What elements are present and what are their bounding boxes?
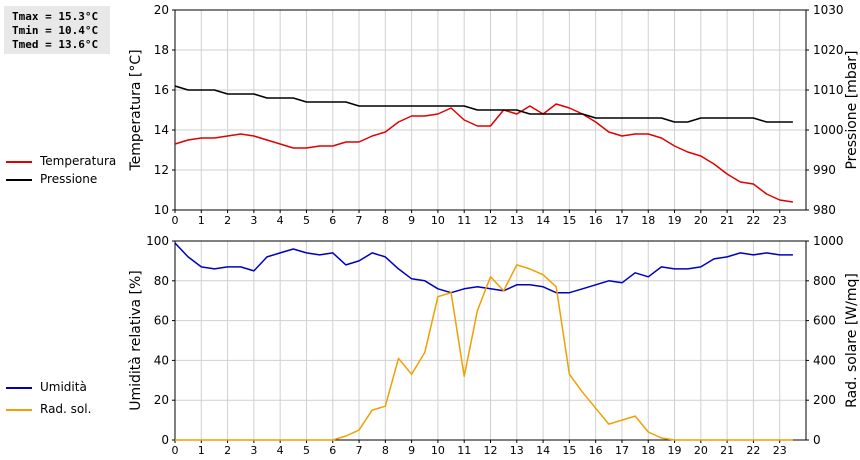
series-line-pressione xyxy=(174,85,793,123)
x-tick-label: 9 xyxy=(408,214,415,227)
x-tick-label: 21 xyxy=(720,444,734,457)
x-tick-label: 5 xyxy=(303,444,310,457)
x-tick-label: 19 xyxy=(668,444,682,457)
x-tick-label: 16 xyxy=(589,444,603,457)
y-tick-label: 40 xyxy=(154,353,169,367)
y2-axis-label: Rad. solare [W/mq] xyxy=(844,273,860,408)
y2-tick-label: 980 xyxy=(813,203,836,217)
x-tick-label: 18 xyxy=(641,444,655,457)
y2-tick-label: 1030 xyxy=(813,3,844,17)
y2-tick-label: 1010 xyxy=(813,83,844,97)
legend-label: Rad. sol. xyxy=(40,402,92,416)
x-tick-label: 13 xyxy=(510,444,524,457)
x-tick-label: 20 xyxy=(694,214,708,227)
chart-1: 0 1 2 3 4 5 6 7 8 9 10 11 12 13 14 15 16 17 18 19 20 21 22 2310… xyxy=(128,3,860,227)
x-tick-label: 3 xyxy=(250,444,257,457)
y-tick-label: 14 xyxy=(154,123,169,137)
y-tick-label: 60 xyxy=(154,314,169,328)
x-tick-label: 13 xyxy=(510,214,524,227)
x-tick-label: 16 xyxy=(589,214,603,227)
legend-label: Pressione xyxy=(40,172,98,186)
x-tick-label: 8 xyxy=(382,214,389,227)
legend-swatch xyxy=(6,179,32,181)
x-tick-label: 6 xyxy=(329,444,336,457)
x-tick-label: 12 xyxy=(484,214,498,227)
y-tick-label: 18 xyxy=(154,43,169,57)
y2-tick-label: 990 xyxy=(813,163,836,177)
x-tick-label: 15 xyxy=(562,214,576,227)
x-tick-label: 18 xyxy=(641,214,655,227)
y2-tick-label: 1000 xyxy=(813,123,844,137)
y-axis-label: Umidità relativa [%] xyxy=(128,270,144,411)
x-tick-label: 23 xyxy=(773,214,787,227)
x-tick-label: 20 xyxy=(694,444,708,457)
x-tick-label: 1 xyxy=(198,444,205,457)
x-tick-label: 7 xyxy=(356,444,363,457)
y2-tick-label: 600 xyxy=(813,314,836,328)
x-tick-label: 10 xyxy=(431,214,445,227)
y2-tick-label: 1000 xyxy=(813,234,844,248)
y-tick-label: 16 xyxy=(154,83,169,97)
tmed-stat: Tmed = 13.6°C xyxy=(12,38,99,51)
legend-label: Temperatura xyxy=(40,154,117,168)
x-tick-label: 19 xyxy=(668,214,682,227)
x-tick-label: 17 xyxy=(615,214,629,227)
x-tick-label: 6 xyxy=(329,214,336,227)
y-tick-label: 10 xyxy=(154,203,169,217)
series-line-rad-sol xyxy=(175,264,793,441)
y-tick-label: 80 xyxy=(154,274,169,288)
x-tick-label: 21 xyxy=(720,214,734,227)
x-tick-label: 0 xyxy=(172,444,179,457)
chart-2: 0 1 2 3 4 5 6 7 8 9 10 11 12 13 14 15 16 17 18 19 20 21 22 2302… xyxy=(128,234,860,457)
x-tick-label: 0 xyxy=(172,214,179,227)
x-tick-label: 3 xyxy=(250,214,257,227)
x-tick-label: 15 xyxy=(562,444,576,457)
x-tick-label: 2 xyxy=(224,444,231,457)
x-tick-label: 9 xyxy=(408,444,415,457)
x-tick-label: 11 xyxy=(457,214,471,227)
legend-swatch xyxy=(6,161,32,163)
y-tick-label: 100 xyxy=(146,234,169,248)
legend-swatch xyxy=(6,387,32,389)
x-tick-label: 14 xyxy=(536,214,550,227)
x-tick-label: 2 xyxy=(224,214,231,227)
stats-box: Tmax = 15.3°C Tmin = 10.4°C Tmed = 13.6°… xyxy=(4,6,110,54)
x-tick-label: 8 xyxy=(382,444,389,457)
y-tick-label: 12 xyxy=(154,163,169,177)
x-tick-label: 4 xyxy=(277,444,284,457)
x-tick-label: 22 xyxy=(746,214,760,227)
x-tick-label: 10 xyxy=(431,444,445,457)
y2-tick-label: 0 xyxy=(813,433,821,447)
series-line-umidit xyxy=(174,242,793,294)
legend-label: Umidità xyxy=(40,380,87,394)
x-tick-label: 14 xyxy=(536,444,550,457)
y2-tick-label: 800 xyxy=(813,274,836,288)
y2-tick-label: 1020 xyxy=(813,43,844,57)
x-tick-label: 5 xyxy=(303,214,310,227)
x-tick-label: 12 xyxy=(484,444,498,457)
tmin-stat: Tmin = 10.4°C xyxy=(12,24,99,37)
y-axis-label: Temperatura [°C] xyxy=(128,49,144,171)
y2-tick-label: 400 xyxy=(813,353,836,367)
x-tick-label: 1 xyxy=(198,214,205,227)
series-line-temperatura xyxy=(174,103,794,203)
y2-axis-label: Pressione [mbar] xyxy=(844,50,860,169)
y2-tick-label: 200 xyxy=(813,393,836,407)
y-tick-label: 20 xyxy=(154,3,169,17)
x-tick-label: 11 xyxy=(457,444,471,457)
y-tick-label: 20 xyxy=(154,393,169,407)
tmax-stat: Tmax = 15.3°C xyxy=(12,10,99,23)
x-tick-label: 4 xyxy=(277,214,284,227)
x-tick-label: 17 xyxy=(615,444,629,457)
x-tick-label: 22 xyxy=(746,444,760,457)
x-tick-label: 23 xyxy=(773,444,787,457)
x-tick-label: 7 xyxy=(356,214,363,227)
legend-swatch xyxy=(6,409,32,411)
y-tick-label: 0 xyxy=(161,433,169,447)
